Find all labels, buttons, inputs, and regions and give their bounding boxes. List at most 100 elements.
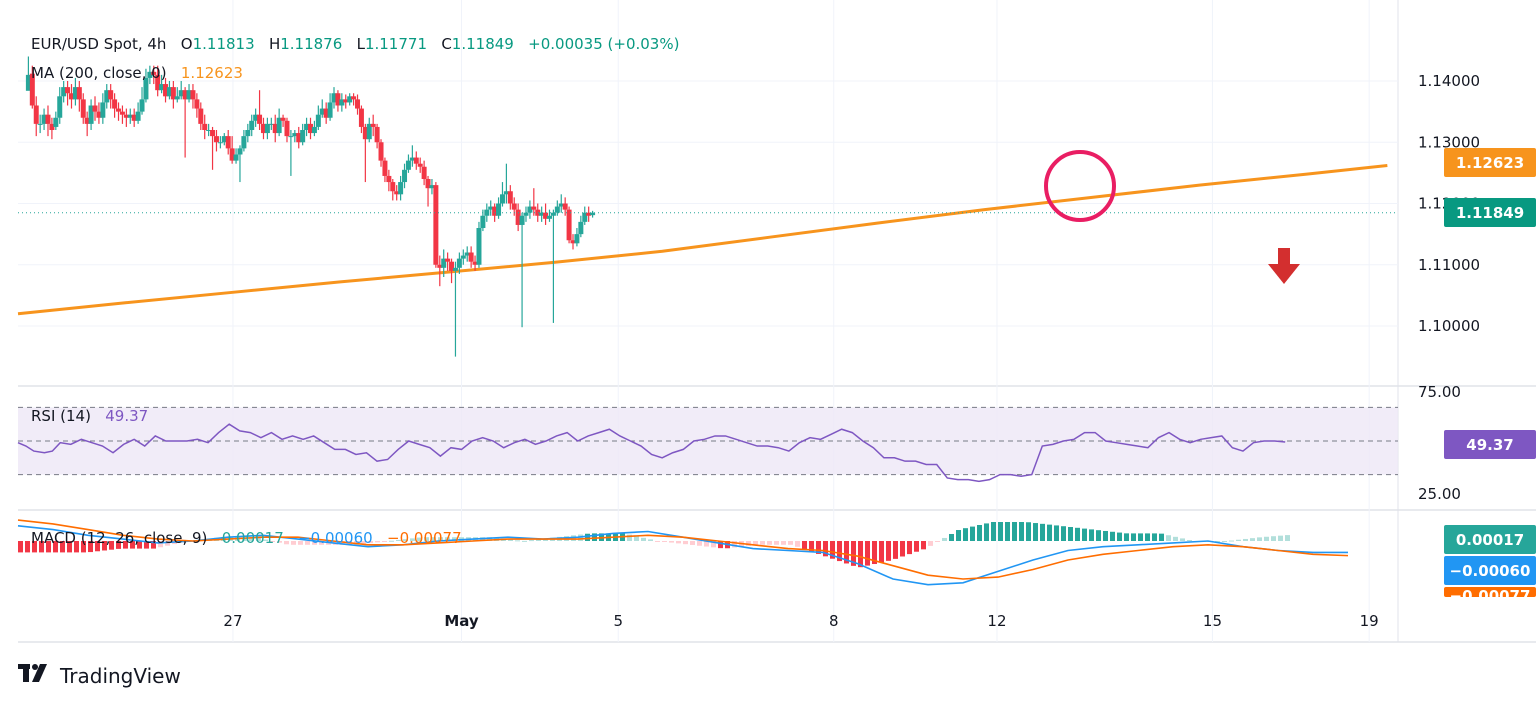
- macd-histogram-bar: [991, 522, 996, 541]
- candle-up: [245, 130, 251, 137]
- macd-histogram-bar: [515, 540, 520, 542]
- macd-histogram-bar: [1019, 522, 1024, 541]
- macd-histogram-bar: [914, 541, 919, 552]
- macd-histogram-bar: [32, 541, 37, 553]
- candle-up: [72, 87, 78, 100]
- macd-histogram-bar: [634, 536, 639, 541]
- candle-up: [100, 102, 106, 118]
- candle-up: [460, 255, 466, 259]
- candle-down: [225, 136, 231, 149]
- rsi-legend[interactable]: RSI (14) 49.37: [31, 406, 148, 426]
- macd-legend-hist: 0.00017: [221, 529, 284, 547]
- macd-histogram-bar: [270, 541, 275, 542]
- macd-histogram-bar: [711, 541, 716, 548]
- open-value: 1.11813: [192, 35, 255, 53]
- candle-up: [237, 148, 243, 155]
- date-tick-label: 5: [613, 612, 623, 630]
- candle-up: [315, 114, 321, 127]
- candle-up: [366, 123, 372, 140]
- macd-histogram-bar: [284, 541, 289, 545]
- candle-down: [343, 99, 349, 103]
- candle-down: [362, 126, 368, 140]
- macd-histogram-bar: [53, 541, 58, 553]
- candle-down: [170, 87, 176, 100]
- candle-up: [139, 99, 145, 112]
- candle-up: [166, 87, 172, 97]
- macd-histogram-bar: [1047, 524, 1052, 541]
- signal-value-badge: −0.00077: [1444, 587, 1536, 597]
- candle-down: [76, 87, 82, 100]
- macd-histogram-bar: [522, 540, 527, 542]
- macd-histogram-bar: [1012, 522, 1017, 541]
- candle-down: [29, 73, 35, 106]
- candle-up: [331, 93, 337, 103]
- candlestick-series: [18, 56, 1398, 357]
- macd-histogram-bar: [690, 541, 695, 545]
- candle-down: [386, 175, 392, 183]
- candle-up: [276, 117, 282, 134]
- macd-histogram-bar: [830, 541, 835, 559]
- ma-legend[interactable]: MA (200, close, 0) 1.12623: [31, 63, 243, 83]
- candle-up: [241, 136, 247, 149]
- candle-down: [131, 114, 137, 121]
- candle-down: [190, 90, 196, 100]
- macd-histogram-bar: [95, 541, 100, 552]
- macd-histogram-bar: [487, 537, 492, 541]
- candle-up: [174, 96, 180, 100]
- macd-histogram-bar: [67, 541, 72, 553]
- candle-up: [233, 154, 239, 161]
- candle-down: [417, 163, 423, 167]
- highlight-circle: [1044, 150, 1116, 222]
- candle-up: [546, 215, 552, 219]
- candle-down: [562, 203, 568, 210]
- macd-histogram-bar: [1236, 539, 1241, 541]
- macd-histogram-bar: [921, 541, 926, 550]
- macd-histogram-bar: [1026, 522, 1031, 541]
- macd-histogram-bar: [403, 539, 408, 541]
- candle-down: [68, 93, 74, 100]
- candle-down: [119, 111, 125, 115]
- candle-down: [108, 90, 114, 100]
- candle-up: [499, 194, 505, 204]
- symbol-label[interactable]: EUR/USD Spot, 4h: [31, 35, 167, 53]
- candle-up: [503, 191, 509, 195]
- candle-down: [229, 148, 235, 161]
- macd-histogram-bar: [760, 541, 765, 545]
- macd-series: [17, 519, 1349, 586]
- macd-histogram-bar: [1215, 541, 1220, 542]
- candle-down: [358, 108, 364, 127]
- macd-histogram-bar: [746, 541, 751, 546]
- macd-histogram-bar: [424, 537, 429, 541]
- rsi-line: [17, 423, 1286, 483]
- macd-histogram-bar: [396, 539, 401, 541]
- candle-up: [554, 206, 560, 213]
- candle-down: [511, 203, 517, 210]
- candle-down: [296, 133, 302, 143]
- candle-up: [488, 206, 494, 210]
- candle-down: [492, 206, 498, 216]
- candle-down: [163, 84, 169, 97]
- candle-down: [33, 105, 39, 124]
- candle-up: [527, 206, 533, 213]
- candle-down: [116, 108, 122, 112]
- macd-histogram-bar: [438, 537, 443, 541]
- low-label: L: [356, 35, 365, 53]
- candle-down: [182, 90, 188, 100]
- candle-up: [496, 203, 502, 216]
- macd-histogram-bar: [25, 541, 30, 553]
- macd-histogram-bar: [452, 537, 457, 541]
- macd-histogram-bar: [18, 541, 23, 553]
- macd-histogram-bar: [151, 541, 156, 549]
- candle-down: [566, 209, 572, 241]
- candle-down: [449, 261, 455, 271]
- macd-histogram-bar: [774, 541, 779, 545]
- tradingview-logo[interactable]: TradingView: [18, 663, 181, 688]
- macd-histogram-bar: [1033, 523, 1038, 541]
- candle-down: [112, 99, 118, 109]
- macd-histogram-bar: [1103, 530, 1108, 541]
- macd-histogram-bar: [1124, 533, 1129, 541]
- macd-histogram-bar: [116, 541, 121, 549]
- macd-histogram-bar: [641, 537, 646, 541]
- candle-up: [300, 130, 306, 143]
- macd-legend[interactable]: MACD (12, 26, close, 9) 0.00017 −0.00060…: [31, 528, 462, 548]
